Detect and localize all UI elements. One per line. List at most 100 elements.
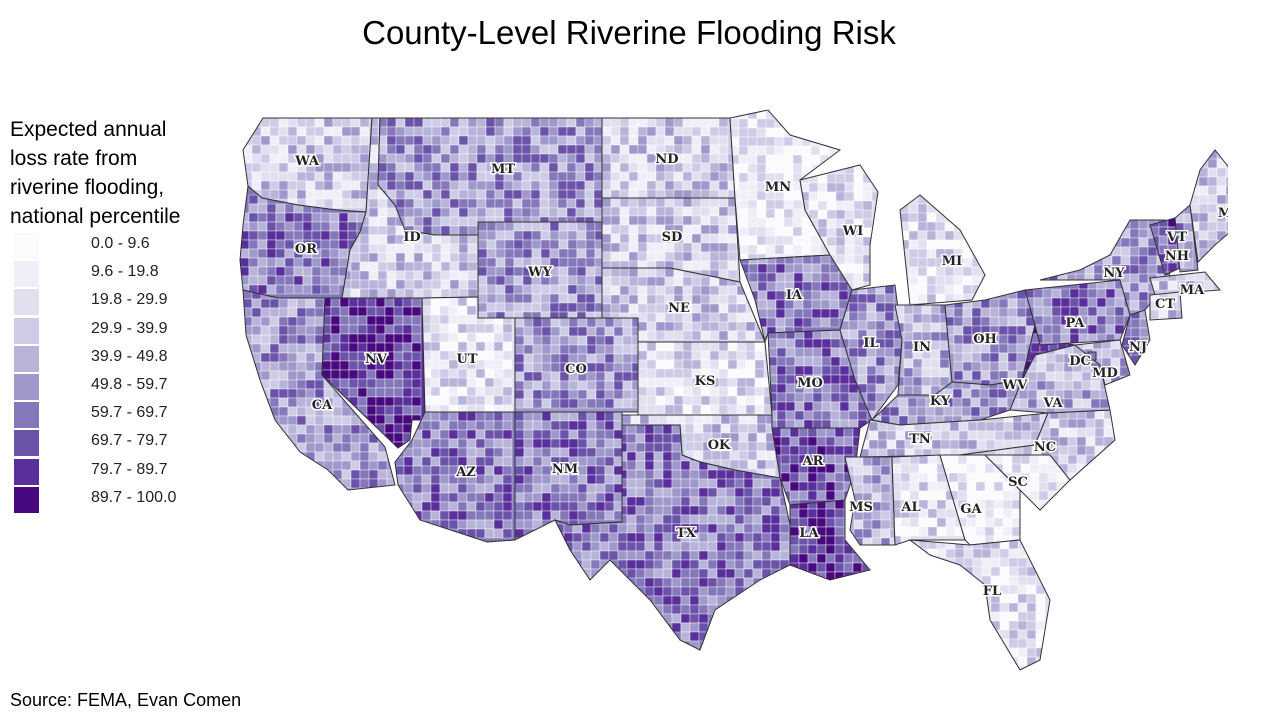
county-cell [266, 275, 277, 286]
county-cell [494, 135, 505, 146]
county-cell [766, 290, 777, 301]
county-cell [411, 378, 422, 389]
county-cell [296, 144, 307, 155]
county-cell [422, 189, 433, 200]
county-cell [680, 550, 691, 561]
county-cell [655, 312, 666, 323]
county-cell [586, 335, 597, 346]
county-cell [756, 235, 767, 246]
county-cell [485, 144, 496, 155]
state-label-tn: TN [909, 432, 931, 447]
county-cell [404, 171, 415, 182]
county-cell [475, 465, 486, 476]
county-cell [927, 481, 938, 492]
county-cell [329, 230, 340, 241]
county-cell [440, 198, 451, 209]
county-cell [430, 305, 441, 316]
county-cell [610, 126, 621, 137]
county-cell [493, 510, 504, 521]
county-cell [908, 257, 919, 268]
county-cell [926, 239, 937, 250]
county-cell [515, 438, 525, 449]
county-cell [834, 544, 845, 555]
county-cell [493, 429, 504, 440]
county-cell [502, 483, 513, 494]
county-cell [486, 266, 497, 277]
county-cell [826, 191, 837, 202]
county-cell [403, 474, 414, 485]
county-cell [718, 215, 729, 226]
county-cell [523, 344, 534, 355]
county-cell [604, 456, 615, 467]
county-cell [422, 234, 433, 245]
county-cell [585, 239, 596, 250]
county-cell [1096, 315, 1107, 326]
county-cell [895, 430, 906, 441]
county-cell [610, 276, 621, 287]
county-cell [402, 342, 413, 353]
county-cell [584, 207, 595, 218]
county-cell [269, 307, 280, 318]
county-cell [314, 415, 325, 426]
county-cell [718, 359, 729, 370]
county-cell [515, 380, 525, 391]
county-cell [757, 263, 768, 274]
county-cell [386, 288, 397, 298]
county-cell [743, 496, 754, 507]
county-cell [975, 472, 986, 483]
county-cell [586, 318, 597, 328]
county-cell [780, 436, 791, 447]
county-cell [971, 307, 982, 318]
county-cell [402, 414, 413, 425]
county-cell [784, 272, 795, 283]
county-cell [504, 275, 515, 286]
county-cell [412, 438, 423, 449]
county-cell [467, 216, 478, 227]
county-cell [680, 604, 691, 615]
state-md [1075, 340, 1130, 385]
county-cell [635, 505, 646, 516]
county-cell [718, 198, 729, 208]
county-cell [257, 212, 268, 223]
county-cell [664, 118, 675, 128]
county-cell [794, 365, 805, 376]
county-cell [613, 371, 624, 382]
county-cell [682, 144, 693, 155]
county-cell [930, 331, 941, 342]
county-cell [673, 251, 684, 262]
county-cell [646, 386, 657, 397]
county-cell [590, 568, 601, 579]
county-cell [843, 544, 854, 555]
county-cell [709, 321, 720, 332]
county-cell [653, 433, 664, 444]
county-cell [930, 340, 941, 351]
county-cell [1033, 306, 1044, 317]
county-cell [700, 215, 711, 226]
county-cell [377, 469, 388, 480]
county-cell [348, 306, 359, 317]
county-cell [595, 438, 606, 449]
county-cell [718, 135, 729, 146]
county-cell [404, 198, 415, 209]
county-cell [952, 406, 963, 417]
county-cell [765, 127, 776, 138]
county-cell [287, 397, 298, 408]
county-cell [458, 180, 469, 191]
county-cell [1026, 611, 1037, 622]
county-cell [494, 189, 505, 200]
county-cell [673, 386, 684, 397]
county-cell [816, 428, 827, 438]
county-cell [422, 171, 433, 182]
county-cell [1051, 324, 1062, 335]
county-cell [1129, 228, 1140, 239]
county-cell [577, 420, 588, 431]
county-cell [790, 535, 800, 546]
county-cell [626, 505, 637, 516]
county-cell [515, 389, 525, 400]
county-cell [834, 500, 845, 510]
county-cell [761, 478, 772, 489]
county-cell [251, 334, 262, 345]
county-cell [988, 388, 999, 399]
county-cell [287, 325, 298, 336]
county-cell [484, 465, 495, 476]
